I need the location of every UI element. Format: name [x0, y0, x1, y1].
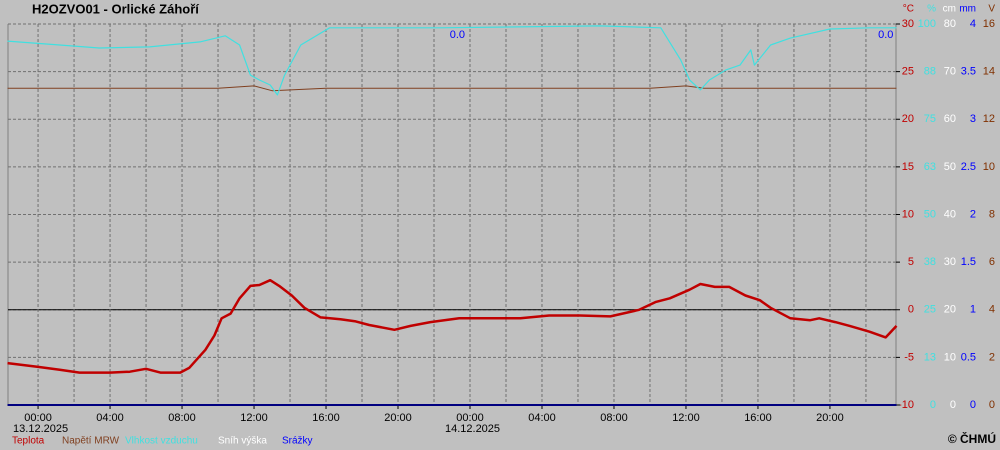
y-tick-label: 40: [944, 208, 956, 220]
y-tick-label: 2: [989, 351, 995, 363]
legend-label: Teplota: [12, 436, 45, 447]
annotation: 0.0: [450, 29, 465, 41]
y-tick-label: 10: [902, 208, 914, 220]
y-tick-label: 2: [970, 208, 976, 220]
x-tick-label: 08:00: [168, 412, 196, 424]
legend-label: Srážky: [282, 436, 313, 447]
y-tick-label: 88: [924, 66, 936, 78]
y-tick-label: 2.5: [961, 161, 976, 173]
y-tick-label: 50: [924, 208, 936, 220]
x-tick-label: 20:00: [816, 412, 844, 424]
series-line: [7, 25, 897, 96]
x-tick-label: 12:00: [240, 412, 268, 424]
y-tick-label: 1.5: [961, 256, 976, 268]
y-tick-label: -10: [898, 399, 914, 411]
axis-unit: V: [988, 4, 995, 15]
series-line: [7, 85, 897, 92]
date-label: 13.12.2025: [13, 423, 68, 435]
series-line: [7, 278, 898, 374]
y-tick-label: 0: [970, 399, 976, 411]
axis-unit: cm: [943, 4, 956, 15]
annotation: 0.0: [878, 29, 893, 41]
x-tick-label: 04:00: [96, 412, 124, 424]
y-tick-label: 14: [983, 66, 995, 78]
x-tick-label: 04:00: [528, 412, 556, 424]
y-tick-label: 5: [908, 256, 914, 268]
y-tick-label: 4: [970, 18, 976, 30]
legend-label: Sníh výška: [218, 436, 267, 447]
y-tick-label: 1: [970, 304, 976, 316]
y-tick-label: 0: [989, 399, 995, 411]
y-tick-label: 38: [924, 256, 936, 268]
y-tick-label: 25: [924, 304, 936, 316]
y-tick-label: 50: [944, 161, 956, 173]
date-label: 14.12.2025: [445, 423, 500, 435]
legend-label: Napětí MRW: [62, 436, 120, 447]
x-tick-label: 16:00: [312, 412, 340, 424]
y-tick-label: 20: [944, 304, 956, 316]
chart-title: H2OZVO01 - Orlické Záhoří: [32, 1, 199, 16]
x-tick-label: 00:00: [456, 412, 484, 424]
y-tick-label: 30: [944, 256, 956, 268]
x-tick-label: 08:00: [600, 412, 628, 424]
y-tick-label: 80: [944, 18, 956, 30]
x-tick-label: 00:00: [24, 412, 52, 424]
y-tick-label: 15: [902, 161, 914, 173]
x-tick-label: 12:00: [672, 412, 700, 424]
legend-label: Vlhkost vzduchu: [125, 436, 198, 447]
y-tick-label: 0: [908, 304, 914, 316]
x-tick-label: 16:00: [744, 412, 772, 424]
y-tick-label: 75: [924, 113, 936, 125]
y-tick-label: 100: [918, 18, 936, 30]
axis-unit: mm: [959, 4, 976, 15]
y-tick-label: 0: [930, 399, 936, 411]
y-tick-label: 3.5: [961, 66, 976, 78]
x-tick-label: 20:00: [384, 412, 412, 424]
y-tick-label: 63: [924, 161, 936, 173]
y-tick-label: 8: [989, 208, 995, 220]
y-tick-label: 70: [944, 66, 956, 78]
y-tick-label: 30: [902, 18, 914, 30]
y-tick-label: 13: [924, 351, 936, 363]
y-tick-label: 20: [902, 113, 914, 125]
axis-unit: °C: [903, 4, 914, 15]
y-tick-label: 10: [944, 351, 956, 363]
credit: © ČHMÚ: [948, 431, 996, 446]
y-tick-label: 60: [944, 113, 956, 125]
y-tick-label: -5: [904, 351, 914, 363]
y-tick-label: 0: [950, 399, 956, 411]
y-tick-label: 12: [983, 113, 995, 125]
y-tick-label: 16: [983, 18, 995, 30]
axis-unit: %: [927, 4, 936, 15]
y-tick-label: 3: [970, 113, 976, 125]
y-tick-label: 4: [989, 304, 995, 316]
y-tick-label: 10: [983, 161, 995, 173]
y-tick-label: 25: [902, 66, 914, 78]
y-tick-label: 0.5: [961, 351, 976, 363]
y-tick-label: 6: [989, 256, 995, 268]
